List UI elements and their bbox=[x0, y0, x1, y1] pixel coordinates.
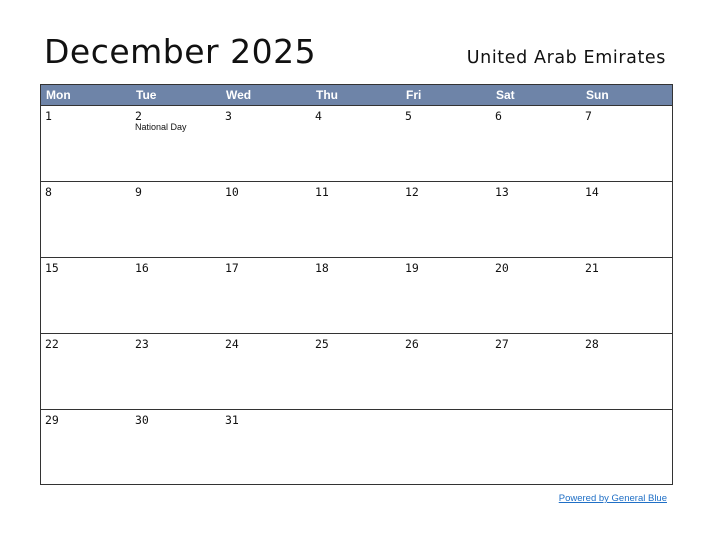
day-number: 10 bbox=[225, 185, 239, 199]
week-row: 22 23 24 25 26 27 28 bbox=[41, 333, 672, 409]
day-number: 8 bbox=[45, 185, 52, 199]
day-number: 2 bbox=[135, 109, 142, 123]
week-row: 8 9 10 11 12 13 14 bbox=[41, 181, 672, 257]
day-number: 14 bbox=[585, 185, 599, 199]
weekday-tue: Tue bbox=[136, 88, 157, 102]
day-number: 16 bbox=[135, 261, 149, 275]
weekday-fri: Fri bbox=[406, 88, 422, 102]
day-number: 7 bbox=[585, 109, 592, 123]
weekday-wed: Wed bbox=[226, 88, 252, 102]
weekday-thu: Thu bbox=[316, 88, 338, 102]
country-name: United Arab Emirates bbox=[466, 48, 666, 68]
day-number: 28 bbox=[585, 337, 599, 351]
day-number: 25 bbox=[315, 337, 329, 351]
day-number: 22 bbox=[45, 337, 59, 351]
day-number: 4 bbox=[315, 109, 322, 123]
day-number: 31 bbox=[225, 413, 239, 427]
weekday-sun: Sun bbox=[586, 88, 609, 102]
day-number: 9 bbox=[135, 185, 142, 199]
weekday-header-row: Mon Tue Wed Thu Fri Sat Sun bbox=[41, 85, 672, 105]
weekday-mon: Mon bbox=[46, 88, 71, 102]
page-title: December 2025 bbox=[44, 32, 317, 71]
day-number: 21 bbox=[585, 261, 599, 275]
day-number: 5 bbox=[405, 109, 412, 123]
day-number: 11 bbox=[315, 185, 329, 199]
day-number: 6 bbox=[495, 109, 502, 123]
day-number: 13 bbox=[495, 185, 509, 199]
day-number: 15 bbox=[45, 261, 59, 275]
powered-by-link[interactable]: Powered by General Blue bbox=[558, 493, 667, 504]
day-number: 19 bbox=[405, 261, 419, 275]
day-number: 27 bbox=[495, 337, 509, 351]
day-number: 29 bbox=[45, 413, 59, 427]
day-number: 20 bbox=[495, 261, 509, 275]
day-number: 1 bbox=[45, 109, 52, 123]
weekday-sat: Sat bbox=[496, 88, 515, 102]
day-number: 30 bbox=[135, 413, 149, 427]
day-number: 18 bbox=[315, 261, 329, 275]
day-number: 26 bbox=[405, 337, 419, 351]
day-number: 24 bbox=[225, 337, 239, 351]
calendar-grid: Mon Tue Wed Thu Fri Sat Sun 1 2 National Day 3 4 5 6… bbox=[40, 84, 673, 485]
day-number: 12 bbox=[405, 185, 419, 199]
day-number: 23 bbox=[135, 337, 149, 351]
week-row: 15 16 17 18 19 20 21 bbox=[41, 257, 672, 333]
week-row: 29 30 31 bbox=[41, 409, 672, 485]
day-number: 17 bbox=[225, 261, 239, 275]
week-row: 1 2 National Day 3 4 5 6 7 bbox=[41, 105, 672, 181]
holiday-label: National Day bbox=[135, 122, 187, 132]
day-number: 3 bbox=[225, 109, 232, 123]
